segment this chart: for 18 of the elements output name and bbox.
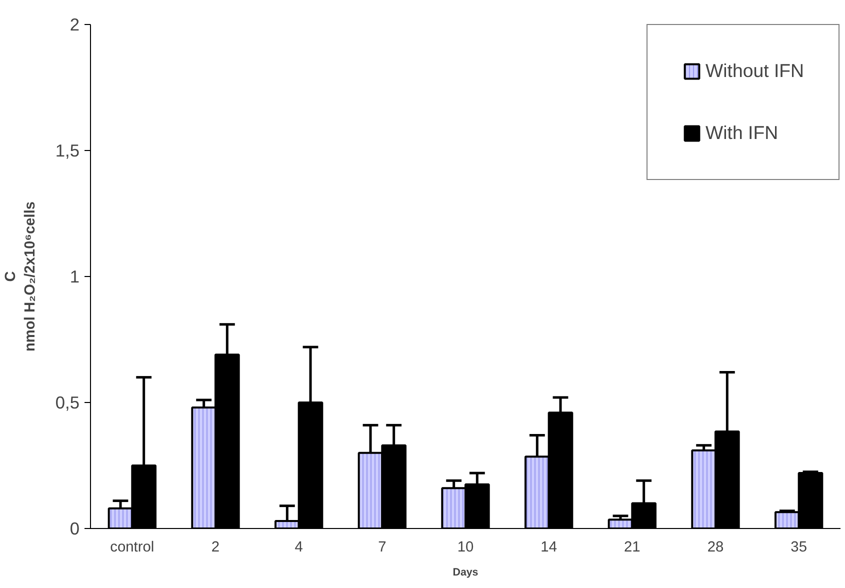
x-tick-label: 4 (294, 540, 303, 556)
legend-label: With IFN (706, 122, 778, 144)
x-tick-label: 7 (378, 540, 386, 556)
x-tick-label: 2 (211, 540, 220, 556)
x-tick-label: control (110, 540, 154, 556)
y-tick-label: 2 (70, 14, 80, 34)
y-tick-label: 1,5 (55, 140, 80, 160)
x-tick-label: 28 (707, 540, 724, 556)
x-tick-label: 21 (624, 540, 640, 556)
y-axis-title: C nmol H₂O₂/2x10⁶cells (3, 201, 38, 352)
x-axis-title: Days (452, 566, 478, 578)
x-tick-label: 35 (790, 540, 807, 556)
x-tick-label: 14 (540, 540, 557, 556)
y-tick-label: 0 (70, 518, 80, 538)
legend-label: Without IFN (706, 60, 804, 82)
y-tick-label: 1 (70, 266, 80, 286)
y-tick-label: 0,5 (55, 392, 80, 412)
x-tick-label: 10 (457, 540, 474, 556)
